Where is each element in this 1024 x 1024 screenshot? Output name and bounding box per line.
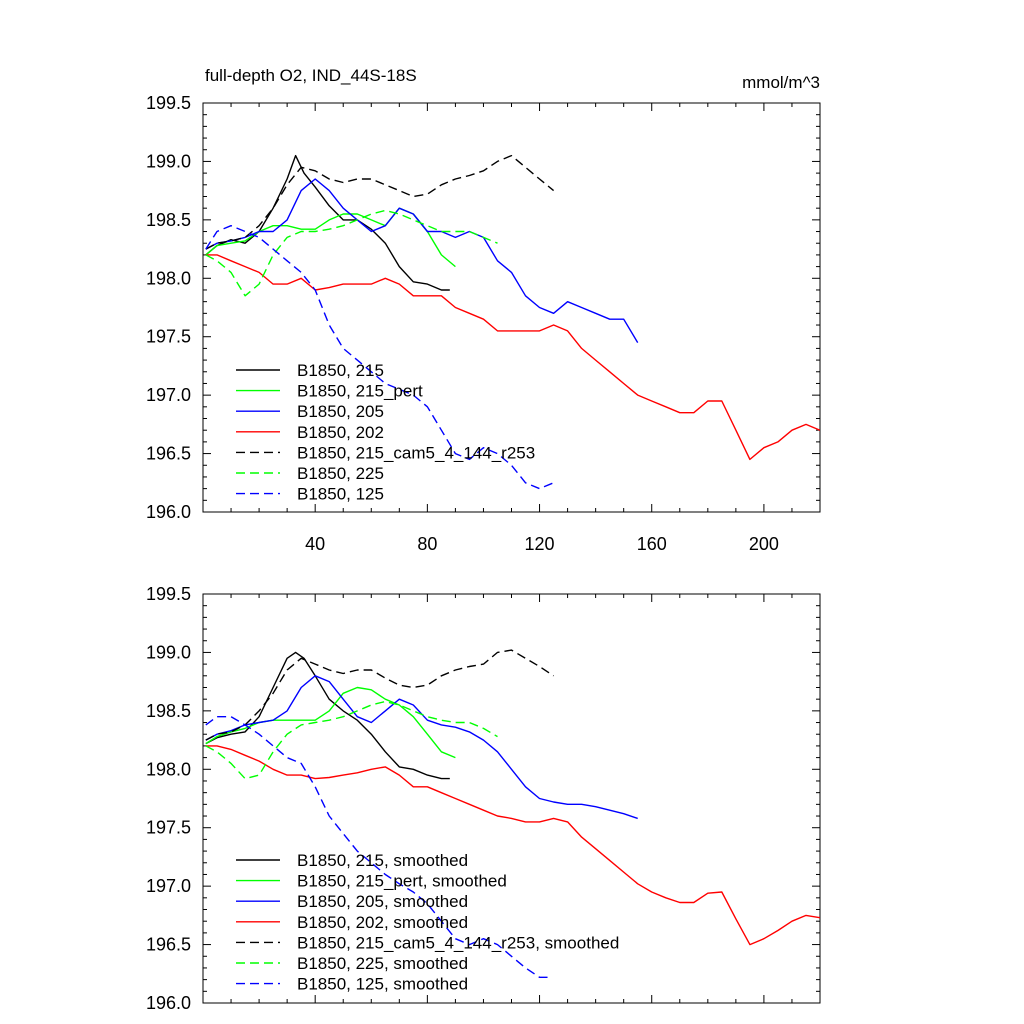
chart-title: full-depth O2, IND_44S-18S bbox=[205, 66, 417, 85]
legend-label: B1850, 215_pert, smoothed bbox=[297, 872, 507, 891]
y-tick-label: 196.5 bbox=[146, 444, 191, 464]
series-line-0 bbox=[205, 651, 450, 780]
series-line-4 bbox=[205, 154, 555, 250]
legend-label: B1850, 125 bbox=[297, 485, 384, 504]
series-group bbox=[205, 154, 820, 490]
legend-label: B1850, 215_cam5_4_144_r253, smoothed bbox=[297, 933, 619, 952]
units-label: mmol/m^3 bbox=[742, 73, 820, 92]
y-tick-label: 197.5 bbox=[146, 327, 191, 347]
legend-label: B1850, 205 bbox=[297, 402, 384, 421]
y-tick-label: 199.0 bbox=[146, 151, 191, 171]
x-tick-label: 160 bbox=[637, 534, 667, 554]
y-tick-label: 198.5 bbox=[146, 210, 191, 230]
series-line-2 bbox=[205, 675, 638, 820]
y-tick-label: 199.5 bbox=[146, 584, 191, 604]
series-line-0 bbox=[205, 154, 450, 291]
x-tick-label: 40 bbox=[305, 534, 325, 554]
y-tick-label: 197.5 bbox=[146, 818, 191, 838]
legend-label: B1850, 125, smoothed bbox=[297, 975, 468, 994]
series-line-1 bbox=[205, 686, 456, 759]
legend-label: B1850, 215_pert bbox=[297, 382, 423, 401]
legend-label: B1850, 205, smoothed bbox=[297, 892, 468, 911]
y-tick-label: 199.5 bbox=[146, 93, 191, 113]
y-tick-label: 196.0 bbox=[146, 502, 191, 522]
legend-label: B1850, 215, smoothed bbox=[297, 851, 468, 870]
bottom-panel: 196.0 196.5 197.0 197.5 198.0 198.5 199.0 199.5… bbox=[146, 584, 821, 1013]
legend-label: B1850, 215 bbox=[297, 361, 384, 380]
y-tick-label: 199.0 bbox=[146, 642, 191, 662]
y-tick-label: 198.5 bbox=[146, 701, 191, 721]
series-line-5 bbox=[205, 209, 498, 297]
x-tick-label: 80 bbox=[417, 534, 437, 554]
y-tick-label: 198.0 bbox=[146, 268, 191, 288]
y-tick-label: 197.0 bbox=[146, 385, 191, 405]
legend-label: B1850, 215_cam5_4_144_r253 bbox=[297, 443, 535, 462]
legend-label: B1850, 202 bbox=[297, 423, 384, 442]
series-group bbox=[205, 649, 820, 978]
legend-label: B1850, 225, smoothed bbox=[297, 954, 468, 973]
series-line-3 bbox=[205, 745, 820, 946]
series-line-3 bbox=[205, 254, 820, 461]
series-line-6 bbox=[205, 716, 548, 978]
legend-label: B1850, 202, smoothed bbox=[297, 913, 468, 932]
legend-label: B1850, 225 bbox=[297, 464, 384, 483]
top-panel: 196.0 196.5 197.0 197.5 198.0 198.5 199.0 199.5… bbox=[146, 66, 821, 554]
y-tick-label: 196.5 bbox=[146, 935, 191, 955]
x-tick-label: 200 bbox=[749, 534, 779, 554]
series-line-5 bbox=[205, 700, 498, 780]
x-tick-label: 120 bbox=[525, 534, 555, 554]
series-line-6 bbox=[205, 224, 554, 490]
y-tick-label: 198.0 bbox=[146, 759, 191, 779]
y-tick-label: 196.0 bbox=[146, 993, 191, 1013]
series-line-4 bbox=[205, 649, 554, 741]
y-tick-label: 197.0 bbox=[146, 876, 191, 896]
